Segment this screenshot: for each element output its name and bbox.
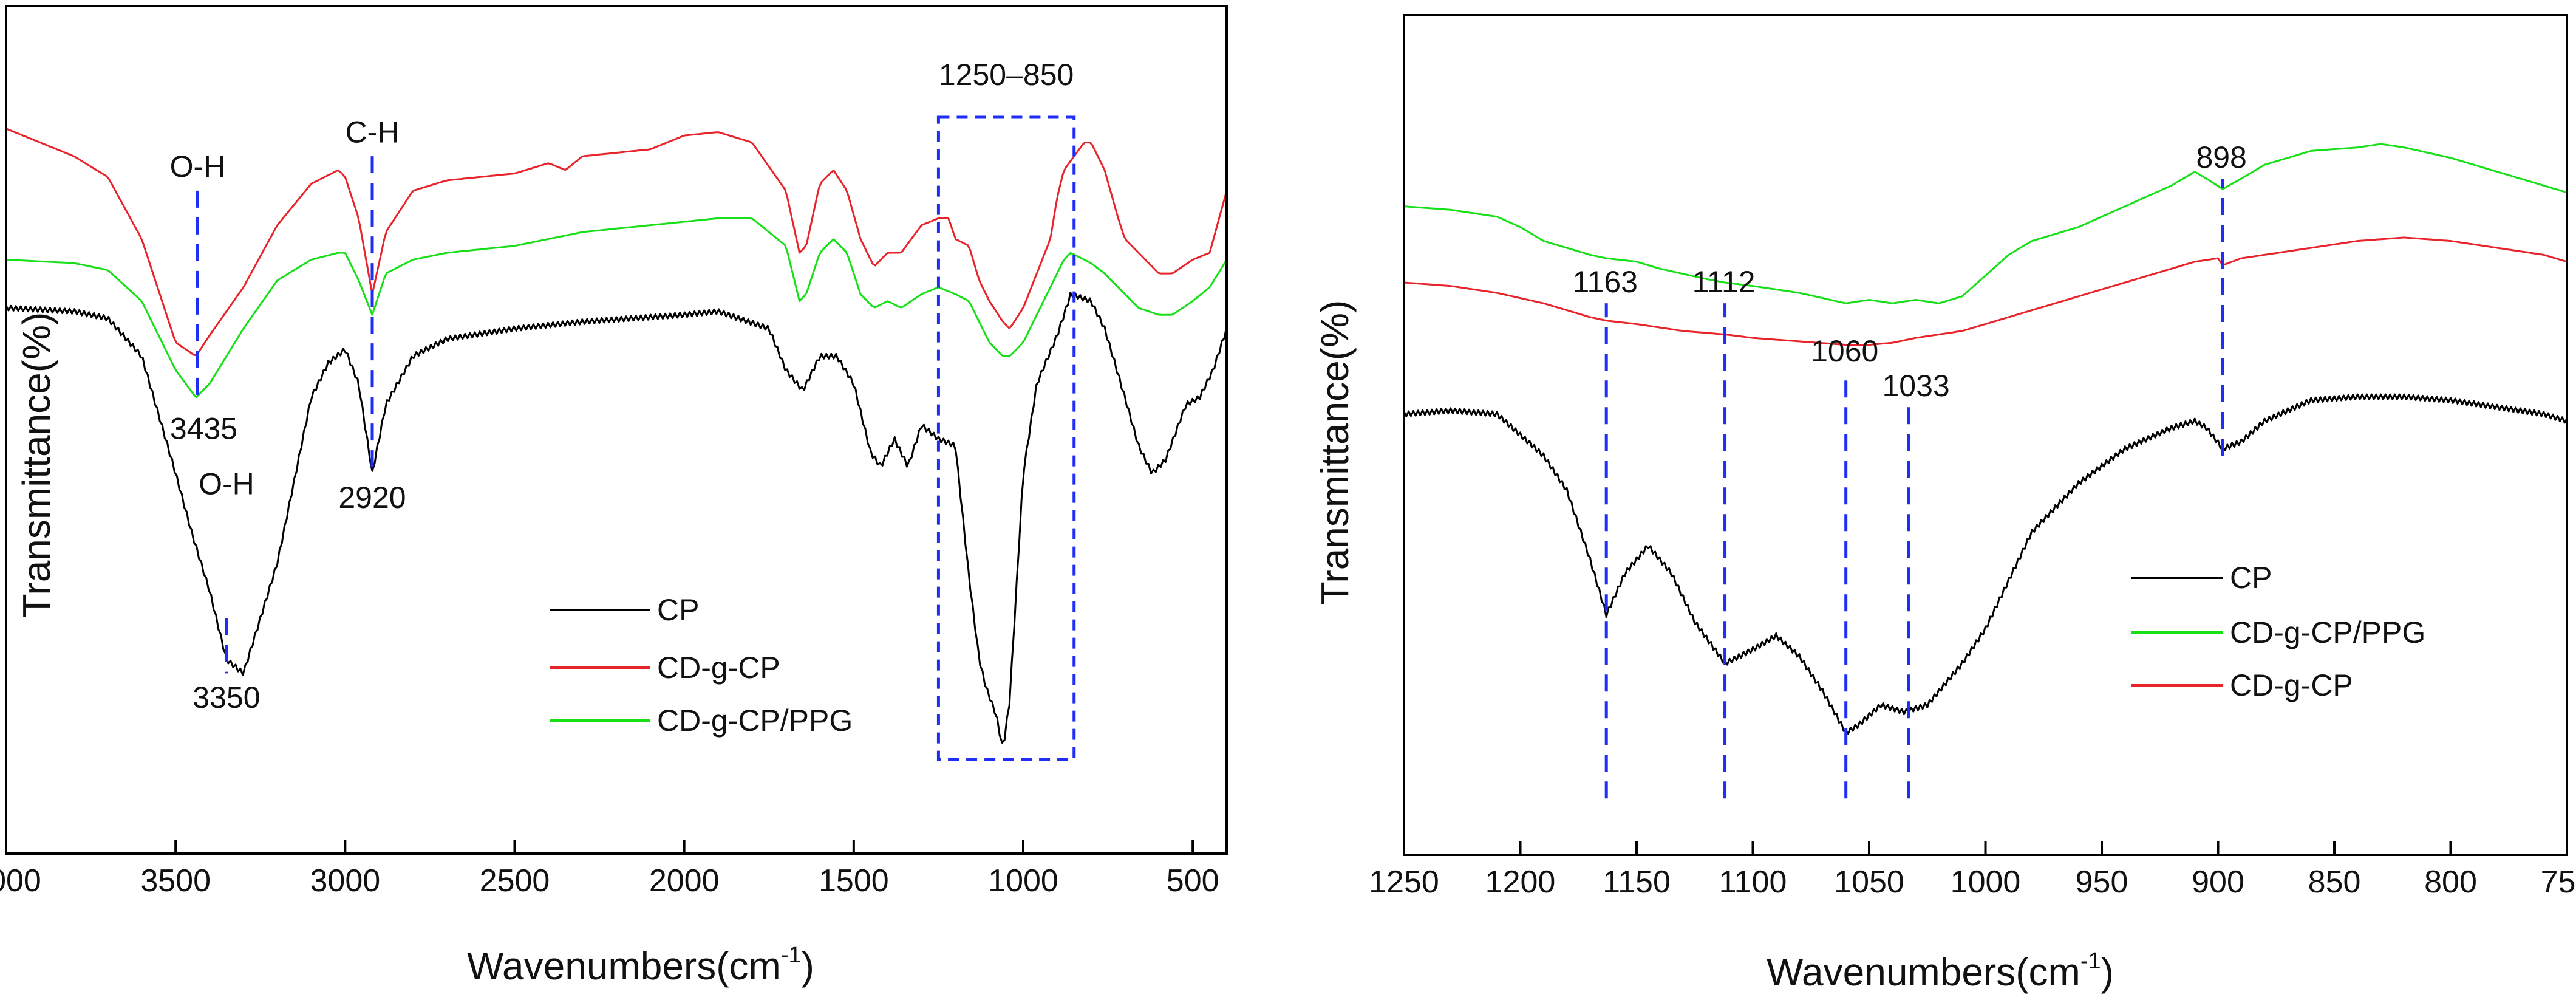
x-tick-label-750: 750 xyxy=(2541,865,2576,900)
peak-value-3435: 3435 xyxy=(170,412,237,446)
x-tick-label-950: 950 xyxy=(2076,865,2128,900)
right-x-axis-label: Wavenumbers(cm-1) xyxy=(1767,948,2114,994)
right-series-group xyxy=(1403,143,2568,735)
peak-name-ch-2920: C-H xyxy=(346,115,400,149)
left-panel: Transmittance(%) 4000 3500 3000 2500 2000 150… xyxy=(0,5,1228,988)
x-tick-label-3500: 3500 xyxy=(140,863,211,899)
series-line-cd-g-cp xyxy=(1403,236,2567,346)
left-series-group xyxy=(5,128,1228,744)
series-line-cd-g-cp-ppg xyxy=(1403,143,2567,304)
legend-label-cd-g-cp: CD-g-CP xyxy=(2230,668,2353,702)
x-tick-label-1500: 1500 xyxy=(819,863,889,899)
right-panel: Transmittance(%) 1250 1200 1150 1100 1050 100… xyxy=(1313,14,2576,994)
peak-value-3350: 3350 xyxy=(193,680,260,714)
x-tick-label-900: 900 xyxy=(2192,865,2244,900)
series-line-cd-g-cp xyxy=(5,128,1228,357)
x-tick-label-1250: 1250 xyxy=(1369,865,1439,900)
left-legend: CP CD-g-CP CD-g-CP/PPG xyxy=(550,593,853,738)
right-x-axis-label-exp: -1 xyxy=(2080,948,2101,974)
region-box-label: 1250–850 xyxy=(939,58,1074,92)
x-tick-label-3000: 3000 xyxy=(310,863,380,899)
left-x-axis-label-close: ) xyxy=(802,944,814,988)
x-tick-label-1150: 1150 xyxy=(1603,865,1671,900)
region-box-1250-850 xyxy=(936,115,1076,761)
peak-value-2920: 2920 xyxy=(338,481,406,515)
right-x-ticks xyxy=(1403,841,2568,855)
right-y-axis-label: Transmittance(%) xyxy=(1313,300,1357,606)
series-line-cp xyxy=(1403,393,2568,735)
left-y-axis-label: Transmittance(%) xyxy=(15,312,58,618)
series-line-cd-g-cp-ppg xyxy=(5,217,1228,398)
legend-label-cd-g-cp-ppg: CD-g-CP/PPG xyxy=(657,704,853,738)
legend-label-cp: CP xyxy=(2230,561,2272,595)
peak-label-1112: 1112 xyxy=(1692,265,1756,299)
x-tick-label-4000: 4000 xyxy=(0,863,41,899)
left-x-axis-label: Wavenumbers(cm-1) xyxy=(467,942,814,988)
left-x-axis-label-text: Wavenumbers(cm xyxy=(467,944,781,988)
right-x-tick-labels: 1250 1200 1150 1100 1050 1000 950 900 850 800 750 xyxy=(1369,865,2576,900)
right-x-axis-label-text: Wavenumbers(cm xyxy=(1767,950,2080,994)
right-x-axis-label-close: ) xyxy=(2101,950,2114,994)
x-tick-label-2000: 2000 xyxy=(649,863,720,899)
peak-label-1033: 1033 xyxy=(1882,369,1949,403)
legend-label-cp: CP xyxy=(657,593,699,627)
x-tick-label-1200: 1200 xyxy=(1485,865,1556,900)
peak-name-oh-3350: O-H xyxy=(199,467,254,501)
x-tick-label-2500: 2500 xyxy=(480,863,550,899)
left-x-axis-label-exp: -1 xyxy=(781,942,802,968)
left-plot-frame xyxy=(5,5,1228,855)
legend-label-cd-g-cp-ppg: CD-g-CP/PPG xyxy=(2230,615,2425,649)
peak-label-1163: 1163 xyxy=(1572,265,1638,299)
peak-label-1060: 1060 xyxy=(1811,334,1878,368)
series-line-cp xyxy=(5,292,1228,744)
x-tick-label-1000: 1000 xyxy=(1951,865,2021,900)
x-tick-label-500: 500 xyxy=(1167,863,1219,899)
left-x-tick-labels: 4000 3500 3000 2500 2000 1500 1000 500 xyxy=(0,863,1219,899)
x-tick-label-1050: 1050 xyxy=(1834,865,1904,900)
x-tick-label-850: 850 xyxy=(2308,865,2361,900)
legend-label-cd-g-cp: CD-g-CP xyxy=(657,651,780,685)
x-tick-label-800: 800 xyxy=(2424,865,2477,900)
right-legend: CP CD-g-CP/PPG CD-g-CP xyxy=(2131,561,2425,702)
right-plot-frame xyxy=(1403,14,2568,856)
x-tick-label-1100: 1100 xyxy=(1719,865,1787,900)
peak-name-oh-3435: O-H xyxy=(170,149,226,183)
peak-label-898: 898 xyxy=(2196,140,2246,174)
x-tick-label-1000: 1000 xyxy=(988,863,1058,899)
left-x-ticks xyxy=(5,840,1194,854)
